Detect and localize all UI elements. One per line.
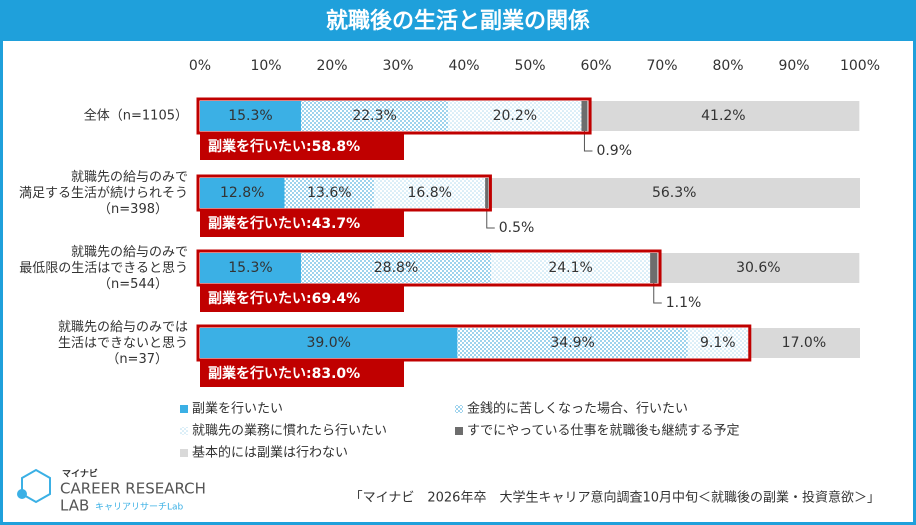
category-label-line: 最低限の生活はできると思う [19,261,188,276]
category-label: 就職先の給与のみで満足する生活が続けられそう（n=398） [19,170,188,217]
logo-brand: マイナビ [62,468,98,480]
value-label: 24.1% [548,260,592,276]
x-tick-label: 10% [250,58,281,74]
value-label: 0.5% [499,220,535,236]
category-label: 就職先の給与のみで最低限の生活はできると思う（n=544） [19,245,188,292]
x-tick-label: 90% [778,58,809,74]
title-band [1,1,915,41]
value-label: 28.8% [374,260,418,276]
value-label: 12.8% [220,185,264,201]
total-outline [196,324,752,362]
legend-label: 基本的には副業は行わない [192,445,348,461]
bar-segment [374,178,486,208]
category-label: 全体（n=1105） [84,108,188,124]
category-label-line: 就職先の給与のみで [71,170,188,185]
value-label: 1.1% [666,295,702,311]
bar-segment [284,178,375,208]
bar-segment [200,101,301,131]
logo-dot [17,489,27,499]
legend-label: 副業を行いたい [192,401,283,417]
bar-segment [687,328,748,358]
bar-segment [587,101,860,131]
value-label: 56.3% [652,185,696,201]
category-label-line: 就職先の給与のみで [71,245,188,260]
category-label-line: （n=398） [98,202,168,217]
x-tick-label: 0% [189,58,211,74]
value-label: 15.3% [228,260,272,276]
chart-title: 就職後の生活と副業の関係 [326,8,590,34]
leader-line [653,283,662,304]
bar-segment [448,101,582,131]
bar-segment [200,178,285,208]
value-label: 41.2% [701,108,745,124]
value-label: 0.9% [596,143,632,159]
total-box [200,285,404,312]
bar-segment [650,253,658,283]
logo-line2: LAB [60,497,89,515]
x-tick-label: 60% [580,58,611,74]
bar-segment [488,178,860,208]
total-box [200,360,404,387]
legend-swatch [180,449,188,457]
bar-segment [657,253,860,283]
value-label: 9.1% [700,335,736,351]
value-label: 20.2% [493,108,537,124]
x-tick-label: 70% [646,58,677,74]
category-label-line: （n=544） [98,277,168,292]
value-label: 13.6% [307,185,351,201]
bar-segment [581,101,588,131]
category-label-line: 満足する生活が続けられそう [19,186,188,201]
legend-swatch [180,427,188,435]
x-tick-label: 40% [448,58,479,74]
legend-swatch [180,405,188,413]
bar-segment [485,178,489,208]
x-tick-label: 50% [514,58,545,74]
total-label: 副業を行いたい:58.8% [208,138,360,155]
value-label: 39.0% [306,335,350,351]
x-tick-label: 100% [840,58,880,74]
logo-sub: キャリアリサーチLab [95,502,184,513]
category-label-line: 生活はできないと思う [58,336,188,351]
bar-segment [300,253,492,283]
source: 「マイナビ 2026年卒 大学生キャリア意向調査10月中旬＜就職後の副業・投資意… [350,490,880,506]
logo: マイナビ CAREER RESEARCH LAB キャリアリサーチLab [17,468,206,515]
total-box [200,210,404,237]
x-tick-label: 80% [712,58,743,74]
bar-segment [300,101,449,131]
bar-segment [200,328,458,358]
category-label-line: 就職先の給与のみでは [58,320,188,335]
value-label: 17.0% [782,335,826,351]
x-tick-label: 20% [316,58,347,74]
leader-line [486,208,495,229]
legend-label: 金銭的に苦しくなった場合、行いたい [467,401,688,417]
legend-swatch [455,427,463,435]
category-label-line: （n=37） [106,352,168,367]
total-label: 副業を行いたい:69.4% [208,290,360,307]
bar-segment [747,328,860,358]
category-label: 就職先の給与のみでは生活はできないと思う（n=37） [58,320,188,367]
value-label: 16.8% [407,185,451,201]
value-label: 34.9% [550,335,594,351]
bar-segment [457,328,688,358]
bar-segment [491,253,651,283]
value-label: 30.6% [736,260,780,276]
x-tick-label: 30% [382,58,413,74]
total-box [200,133,404,160]
bar-segment [200,253,301,283]
total-outline [196,249,662,287]
value-label: 15.3% [228,108,272,124]
total-label: 副業を行いたい:43.7% [208,215,360,232]
legend-swatch [455,405,463,413]
legend-label: すでにやっている仕事を就職後も継続する予定 [467,424,739,439]
logo-line1: CAREER RESEARCH [60,480,206,498]
leader-line [583,131,593,152]
legend-label: 就職先の業務に慣れたら行いたい [192,423,387,439]
value-label: 22.3% [352,108,396,124]
total-label: 副業を行いたい:83.0% [208,365,360,382]
